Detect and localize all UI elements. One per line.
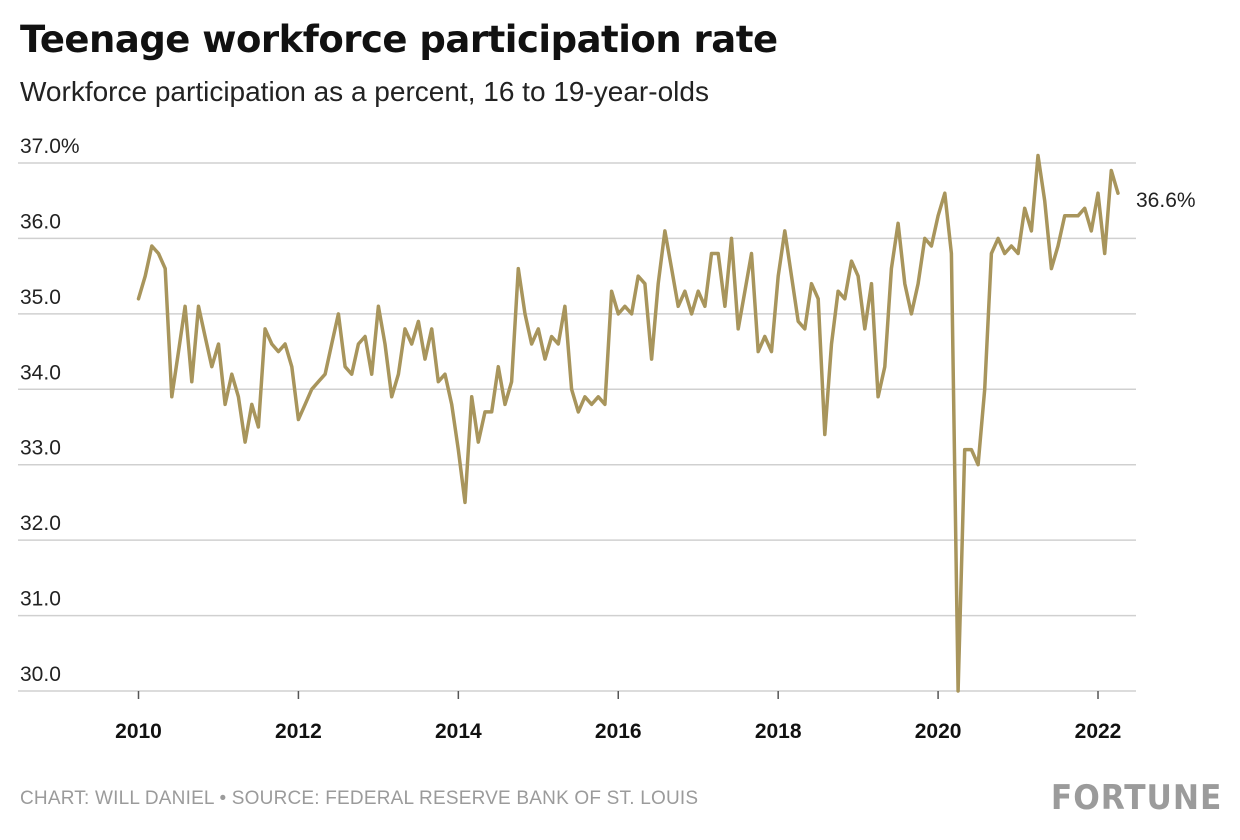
y-axis-ticks: 37.0% 36.0 35.0 34.0 33.0 32.0 31.0 30.0 [20,135,80,686]
x-tick-label: 2018 [755,720,802,743]
y-tick-label: 30.0 [20,663,61,686]
x-tick-label: 2020 [915,720,962,743]
y-tick-label: 33.0 [20,437,61,460]
y-tick-label: 35.0 [20,286,61,309]
chart-subtitle: Workforce participation as a percent, 16… [20,76,709,107]
end-value-label: 36.6% [1136,189,1196,212]
x-tick-label: 2022 [1075,720,1122,743]
fortune-logo: FORTUNE [1050,778,1222,818]
source-credit: CHART: WILL DANIEL • SOURCE: FEDERAL RES… [20,788,699,809]
x-axis-ticks: 2010 2012 2014 2016 2018 2020 2022 [115,691,1121,743]
x-tick-label: 2014 [435,720,482,743]
series-line-0 [136,153,1120,693]
end-label-layer: 36.6% [1136,189,1196,212]
x-tick-label: 2010 [115,720,162,743]
x-tick-label: 2012 [275,720,322,743]
gridlines [18,162,1136,692]
y-tick-label: 32.0 [20,512,61,535]
y-tick-label: 37.0% [20,135,80,158]
x-tick-label: 2016 [595,720,642,743]
series-layer [136,153,1120,693]
chart-title: Teenage workforce participation rate [20,18,778,61]
y-tick-label: 36.0 [20,210,61,233]
y-tick-label: 34.0 [20,361,61,384]
y-tick-label: 31.0 [20,588,61,611]
